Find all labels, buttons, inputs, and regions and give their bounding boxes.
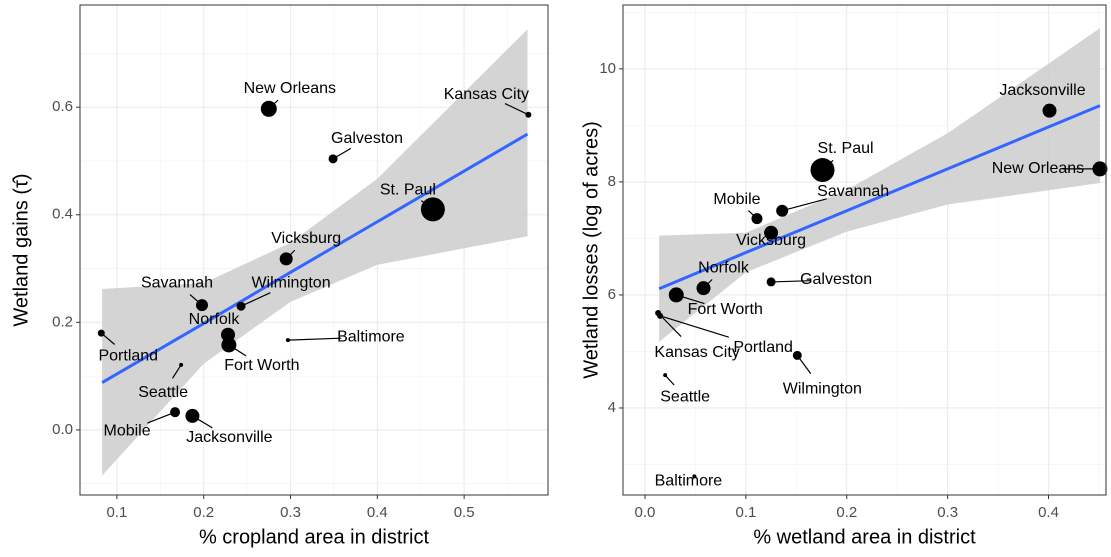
point [185,408,200,423]
point [260,100,277,117]
point [766,277,776,287]
point [328,154,338,164]
point-label: Galveston [331,130,403,147]
leader-line [782,198,827,212]
y-tick-label: 6 [608,286,616,303]
point [279,252,293,266]
point-label: Baltimore [337,328,405,345]
point [170,407,181,418]
y-tick-label: 4 [608,399,616,416]
panel-border [79,4,549,496]
point [810,158,835,183]
y-tick-label: 0.2 [52,313,73,330]
point [663,373,668,378]
point-label: New Orleans [244,80,336,97]
leader-line [287,337,342,341]
x-tick-label: 0.4 [367,504,388,521]
x-tick-label: 0.1 [735,504,756,521]
y-axis-title: Wetland gains (τ̂) [10,173,32,326]
leader-line [659,315,729,338]
confidence-band [659,28,1100,342]
point [692,474,697,479]
leader-line [240,292,271,307]
point [1092,161,1108,177]
x-tick-label: 0.5 [454,504,475,521]
point [696,281,711,296]
y-axis-title: Wetland losses (log of acres) [580,121,602,379]
point-label: Jacksonville [999,82,1085,99]
point [792,350,802,360]
panel-border [622,4,1107,496]
point-label: Norfolk [698,259,750,276]
point [1042,103,1057,118]
point-label: Vicksburg [271,230,341,247]
x-tick-label: 0.2 [193,504,214,521]
point [221,337,237,353]
point-label: Wilmington [783,381,862,398]
point-label: Portland [98,347,158,364]
point [776,204,789,217]
point-label: Savannah [817,183,889,200]
x-axis-title: % wetland area in district [753,526,976,548]
point-label: Baltimore [655,473,723,490]
x-tick-label: 0.3 [280,504,301,521]
x-tick-label: 0.4 [1038,504,1059,521]
leader-line [771,280,811,283]
point [420,197,445,222]
point [751,213,763,225]
point [195,299,208,312]
leader-line [171,364,182,379]
x-tick-label: 0.1 [106,504,127,521]
fit-line [101,132,529,384]
point-label: Fort Worth [224,357,299,374]
point-label: St. Paul [818,140,874,157]
point-label: Mobile [713,191,760,208]
point-label: Vicksburg [736,232,806,249]
x-axis-title: % cropland area in district [199,526,430,548]
point [285,338,290,343]
point [97,329,105,337]
point-label: Fort Worth [688,301,763,318]
leader-line [504,103,529,116]
y-tick-label: 0.4 [52,206,73,223]
point [764,225,779,240]
leader-line [664,374,675,386]
point-label: Jacksonville [186,429,272,446]
point-label: Portland [733,339,793,356]
point-label: Wilmington [251,274,330,291]
point-label: Savannah [141,274,213,291]
point [236,301,246,311]
fit-line [658,104,1101,291]
point-label: Kansas City [654,344,739,361]
x-tick-label: 0.2 [836,504,857,521]
confidence-band [102,29,528,476]
point-label: Galveston [800,271,872,288]
x-tick-label: 0.0 [635,504,656,521]
point-label: New Orleans [992,160,1084,177]
y-tick-label: 0.6 [52,98,73,115]
y-tick-label: 10 [599,60,616,77]
y-tick-label: 8 [608,173,616,190]
x-tick-label: 0.3 [937,504,958,521]
point [657,312,664,319]
point-label: Mobile [103,422,150,439]
point [668,287,684,303]
point-label: St. Paul [380,182,436,199]
point [525,111,532,118]
point-label: Seattle [660,388,710,405]
point-label: Norfolk [189,311,241,328]
point-label: Seattle [138,384,188,401]
y-tick-label: 0.0 [52,421,73,438]
point [179,362,184,367]
point-label: Kansas City [444,86,529,103]
